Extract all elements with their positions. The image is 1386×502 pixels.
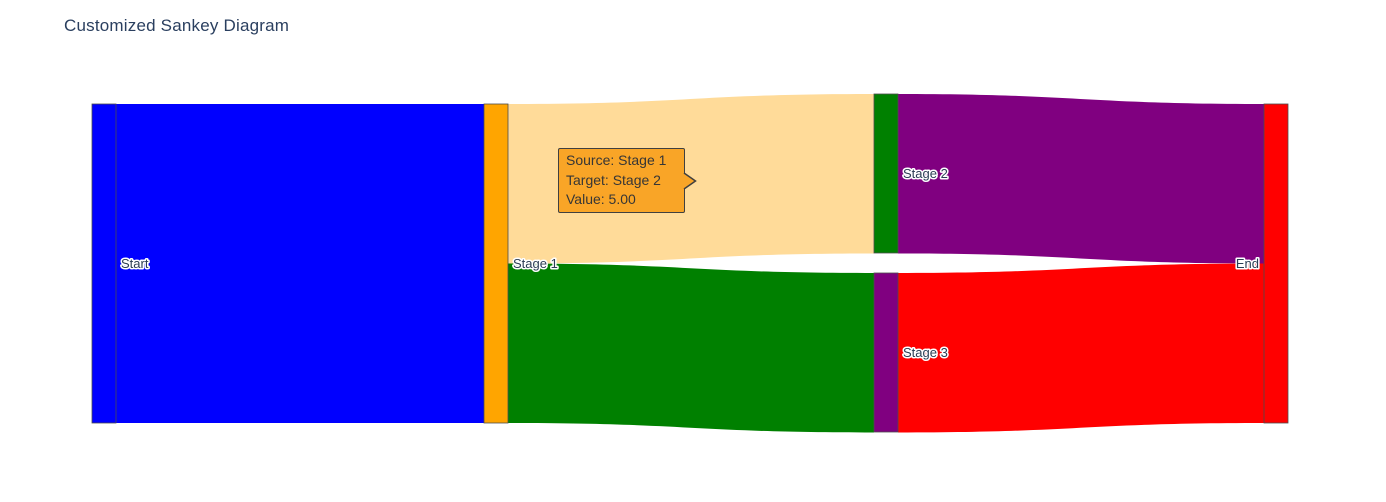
sankey-link-stage-2-end[interactable] [898,94,1264,264]
sankey-link-stage-1-stage-3[interactable] [508,263,874,433]
sankey-node-labels: Start Stage 1 Stage 2 Stage 3 End [120,165,1261,362]
node-label-stage-1: Stage 1 [513,256,558,271]
node-label-start: Start [121,256,149,271]
tooltip-pointer-path [683,171,697,190]
chart-title: Customized Sankey Diagram [64,16,290,35]
sankey-node-stage-1[interactable] [483,103,509,424]
sankey-node-stage-2[interactable] [873,93,899,254]
sankey-link-start-stage-1[interactable] [116,104,484,423]
tooltip-value-line: Value: 5.00 [566,191,636,207]
node-label-stage-3: Stage 3 [903,345,948,360]
tooltip-source-line: Source: Stage 1 [566,152,667,168]
sankey-node-start[interactable] [91,103,117,424]
sankey-links [116,94,1264,433]
tooltip-target-line: Target: Stage 2 [566,171,661,188]
tooltip-pointer-icon [683,171,697,190]
sankey-link-stage-3-end[interactable] [898,263,1264,433]
sankey-node-end[interactable] [1263,103,1289,424]
sankey-nodes [91,93,1289,433]
hover-tooltip: Source: Stage 1 Target: Stage 2 Value: 5… [558,148,697,213]
sankey-node-stage-3[interactable] [873,272,899,433]
node-label-end: End [1236,256,1259,271]
node-label-stage-2: Stage 2 [903,166,948,181]
